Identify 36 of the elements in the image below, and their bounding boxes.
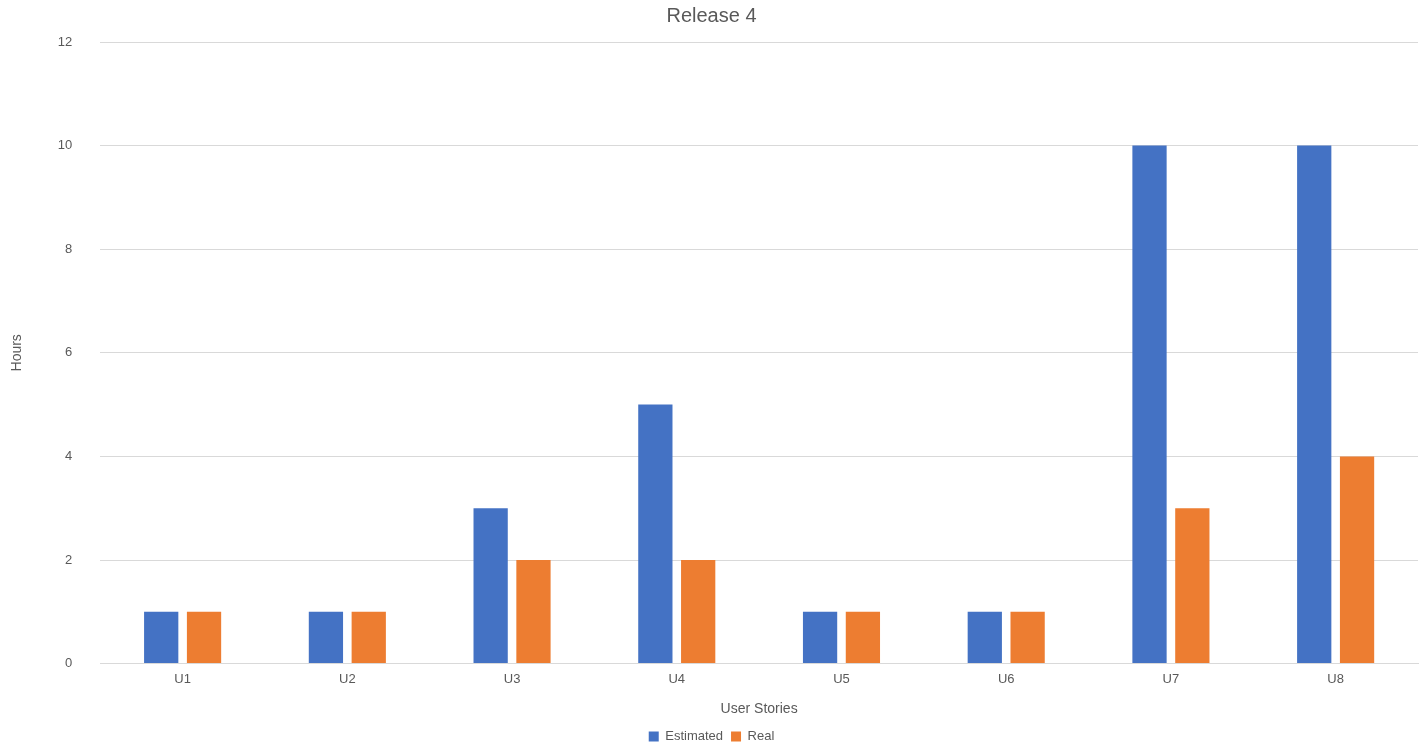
bar	[638, 404, 673, 664]
bar	[473, 508, 508, 664]
bar	[1132, 145, 1167, 664]
y-tick-label: 8	[65, 240, 73, 256]
x-tick-label: U3	[503, 670, 521, 686]
bar	[1010, 611, 1045, 664]
bar	[308, 611, 344, 664]
x-axis-title: User Stories	[720, 700, 798, 717]
bar	[144, 611, 179, 664]
y-tick-label: 10	[57, 137, 73, 153]
bar	[1297, 145, 1332, 664]
legend-label: Estimated	[665, 728, 724, 744]
x-tick-label: U2	[339, 670, 356, 686]
bar	[802, 611, 838, 664]
y-tick-label: 6	[65, 344, 73, 360]
x-tick-label: U7	[1162, 670, 1180, 686]
bar	[967, 611, 1002, 664]
bar	[681, 560, 716, 664]
bar	[516, 560, 551, 664]
bar	[351, 611, 386, 664]
y-tick-label: 4	[65, 447, 73, 463]
x-tick-label: U6	[997, 670, 1015, 686]
chart-title: Release 4	[666, 3, 757, 26]
x-tick-label: U1	[174, 670, 191, 686]
bar	[1175, 508, 1210, 664]
x-tick-label: U8	[1327, 670, 1344, 686]
y-axis-title: Hours	[8, 334, 25, 372]
y-tick-label: 12	[57, 33, 73, 49]
bar	[845, 611, 881, 664]
bar	[1339, 456, 1375, 664]
y-tick-label: 2	[65, 551, 73, 567]
y-tick-label: 0	[65, 655, 73, 671]
legend-label: Real	[747, 728, 775, 744]
x-tick-label: U5	[833, 670, 850, 686]
bar	[186, 611, 222, 664]
x-tick-label: U4	[668, 670, 686, 686]
